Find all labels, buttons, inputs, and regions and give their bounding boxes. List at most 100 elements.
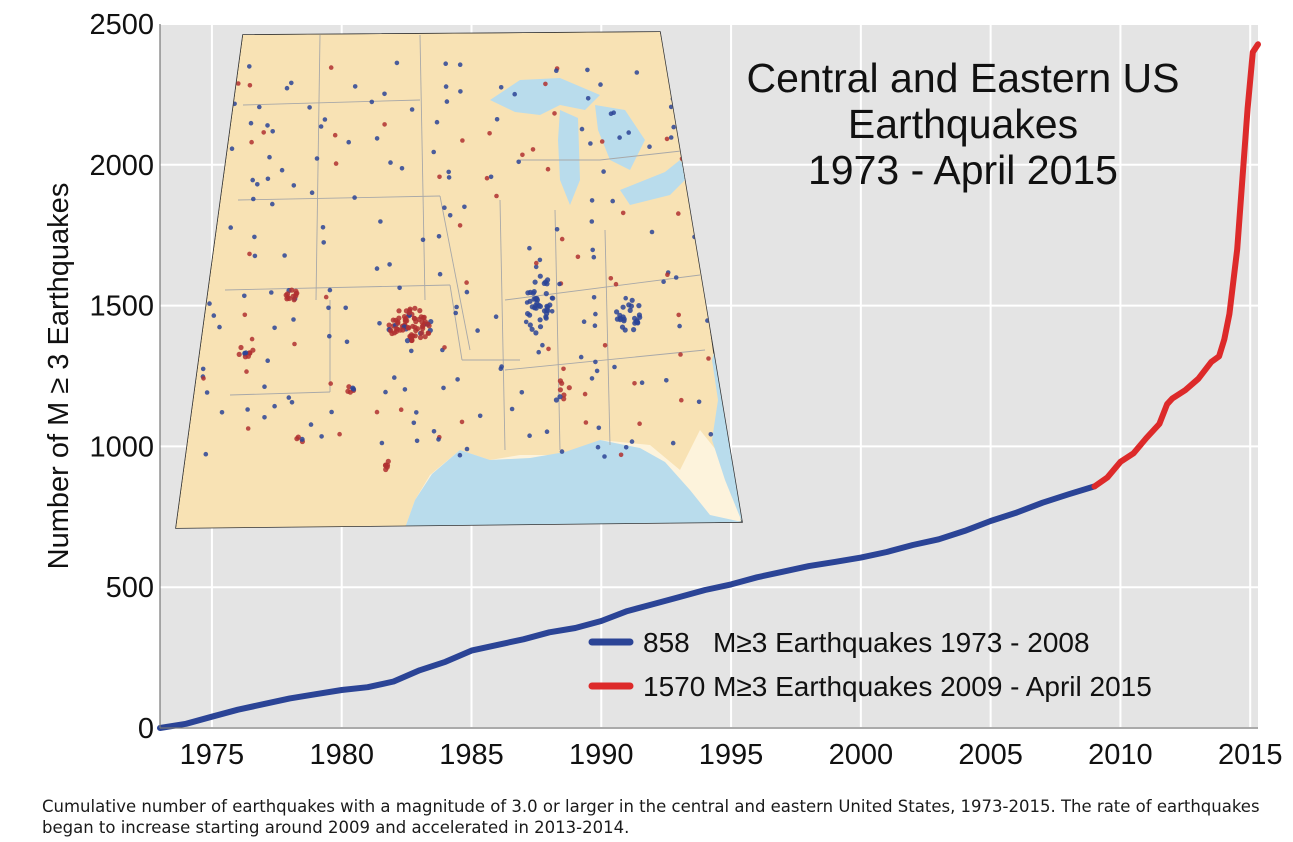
- earthquake-dot: [561, 392, 567, 398]
- earthquake-dot: [537, 303, 544, 309]
- earthquake-dot: [387, 262, 392, 267]
- earthquake-dot: [585, 96, 591, 101]
- earthquake-dot: [394, 328, 400, 334]
- earthquake-dot: [557, 387, 564, 393]
- earthquake-dot: [422, 319, 428, 325]
- earthquake-dot: [561, 366, 566, 372]
- earthquake-dot: [437, 174, 442, 180]
- earthquake-dot: [679, 397, 684, 403]
- earthquake-dot: [519, 390, 525, 395]
- earthquake-dot: [488, 174, 494, 180]
- earthquake-dot: [493, 314, 499, 320]
- earthquake-dot: [602, 454, 607, 459]
- earthquake-dot: [219, 410, 225, 415]
- earthquake-dot: [269, 290, 274, 295]
- earthquake-dot: [383, 389, 388, 395]
- earthquake-dot: [590, 247, 595, 253]
- earthquake-dot: [402, 387, 408, 392]
- earthquake-dot: [397, 285, 402, 291]
- y-tick-label: 500: [106, 572, 154, 604]
- earthquake-dot: [248, 120, 254, 126]
- earthquake-dot: [337, 431, 342, 437]
- earthquake-dot: [626, 302, 632, 308]
- legend: 858 M≥3 Earthquakes 1973 - 2008 1570 M≥3…: [588, 627, 1152, 702]
- earthquake-dot: [406, 310, 412, 316]
- legend-label-1973-2008: 858 M≥3 Earthquakes 1973 - 2008: [643, 627, 1090, 658]
- earthquake-dot: [289, 80, 294, 86]
- earthquake-dot: [498, 85, 504, 90]
- earthquake-dot: [267, 154, 272, 160]
- earthquake-dot: [617, 317, 623, 323]
- earthquake-dot: [369, 99, 375, 105]
- earthquake-dot: [523, 319, 529, 325]
- earthquake-dot: [299, 436, 305, 442]
- earthquake-dot: [447, 213, 453, 218]
- x-tick-label: 1985: [439, 739, 504, 771]
- earthquake-dot: [537, 324, 544, 330]
- earthquake-dot: [664, 378, 669, 383]
- earthquake-dot: [618, 452, 624, 458]
- earthquake-dot: [589, 219, 595, 224]
- earthquake-dot: [346, 384, 352, 390]
- y-tick-labels: 0 500 1000 1500 2000 2500: [89, 9, 154, 745]
- earthquake-dot: [242, 293, 247, 299]
- earthquake-dot: [557, 394, 563, 400]
- state-boundary: [315, 34, 321, 301]
- earthquake-dot: [583, 420, 589, 425]
- earthquake-dot: [543, 314, 549, 320]
- earthquake-dot: [544, 307, 550, 313]
- earthquake-dot: [409, 333, 415, 339]
- earthquake-dot: [282, 253, 287, 258]
- earthquake-dot: [390, 317, 396, 323]
- earthquake-dot: [245, 407, 250, 412]
- earthquake-dot: [639, 380, 645, 386]
- earthquake-dot: [236, 351, 242, 357]
- earthquake-dot: [414, 438, 420, 444]
- earthquake-dot: [549, 309, 555, 314]
- earthquake-dot: [549, 295, 555, 301]
- earthquake-dot: [413, 319, 419, 325]
- earthquake-dot: [537, 273, 543, 279]
- earthquake-dot: [599, 139, 605, 144]
- earthquake-dot: [444, 99, 450, 104]
- earthquake-dot: [588, 141, 593, 146]
- earthquake-dot: [532, 279, 538, 285]
- earthquake-dot: [706, 356, 711, 361]
- earthquake-dot: [464, 289, 470, 295]
- earthquake-dot: [382, 122, 387, 127]
- earthquake-dot: [228, 225, 233, 230]
- earthquake-dot: [323, 294, 329, 300]
- series-layer: [157, 41, 1261, 731]
- earthquake-dot: [377, 321, 382, 326]
- earthquake-dot: [386, 322, 392, 328]
- earthquake-dot: [385, 458, 391, 464]
- earthquake-dot: [544, 429, 550, 435]
- earthquake-dot: [670, 440, 676, 446]
- earthquake-dot: [617, 135, 622, 140]
- earthquake-dot: [610, 198, 615, 204]
- earthquake-dot: [601, 169, 606, 174]
- earthquake-dot: [527, 433, 532, 439]
- earthquake-dot: [457, 62, 463, 67]
- earthquake-dot: [631, 327, 637, 333]
- y-tick-label: 2500: [89, 9, 154, 41]
- earthquake-dot: [620, 304, 626, 310]
- earthquake-dot: [637, 421, 642, 427]
- earthquake-dot: [629, 297, 635, 303]
- earthquake-dot: [384, 464, 390, 470]
- earthquake-dot: [396, 315, 402, 321]
- earthquake-dot: [343, 305, 349, 311]
- earthquake-dot: [417, 308, 423, 314]
- earthquake-dot: [536, 349, 541, 355]
- x-tick-labels: 1975 1980 1985 1990 1995 2000 2005 2010 2015: [180, 739, 1283, 771]
- earthquake-dot: [559, 380, 565, 386]
- earthquake-dot: [409, 348, 414, 354]
- earthquake-dot: [431, 149, 437, 155]
- earthquake-dot: [575, 254, 581, 260]
- earthquake-dot: [509, 406, 515, 412]
- earthquake-dot: [457, 452, 463, 458]
- earthquake-dot: [389, 330, 395, 337]
- earthquake-dot: [544, 281, 550, 287]
- earthquake-dot: [545, 166, 551, 172]
- earthquake-dot: [453, 310, 459, 316]
